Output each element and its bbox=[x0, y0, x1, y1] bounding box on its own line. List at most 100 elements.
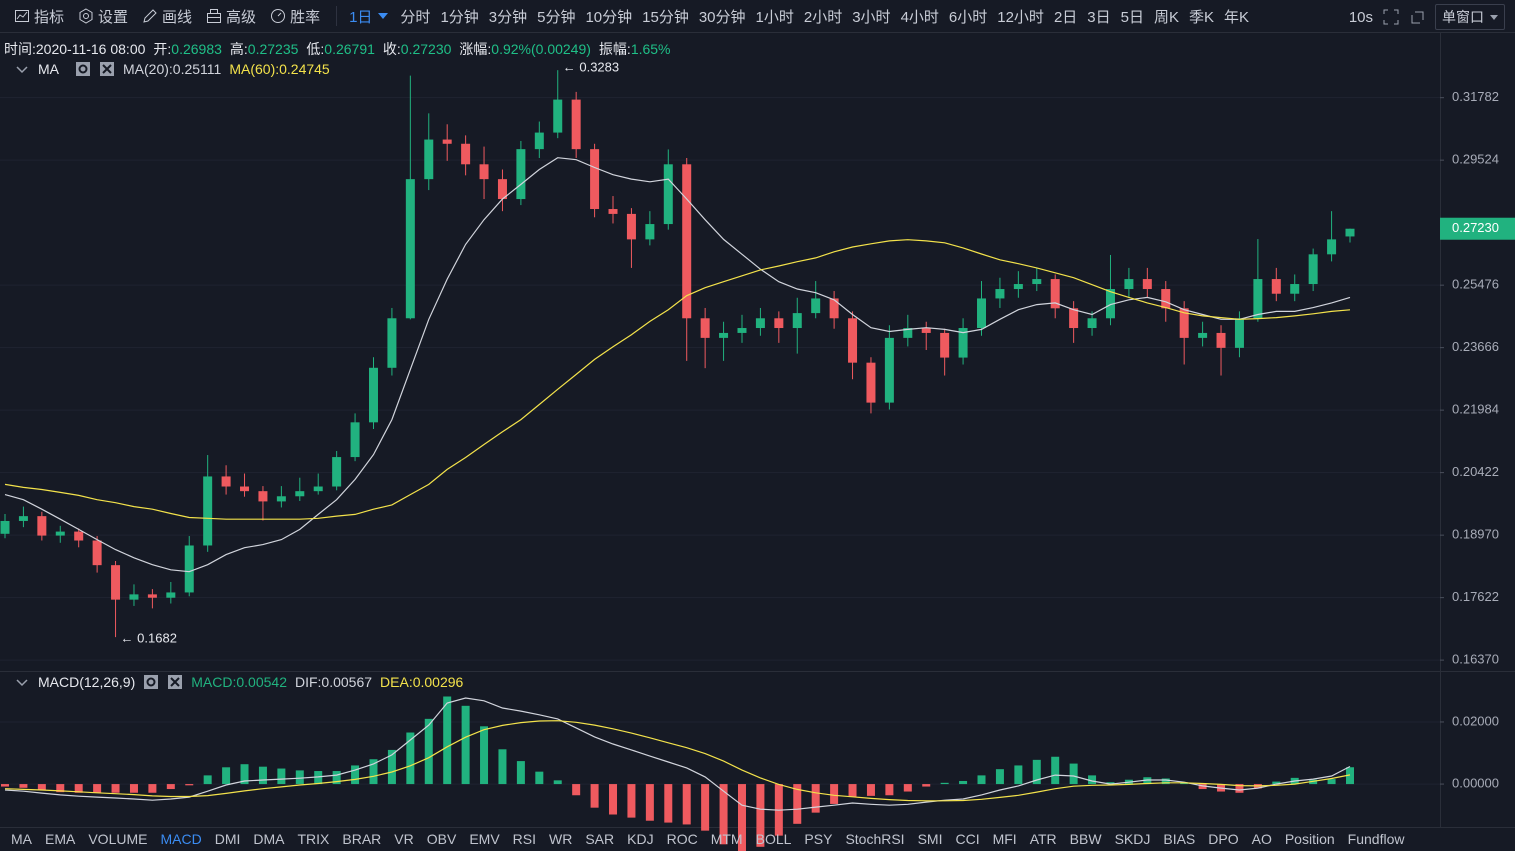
histogram-bar bbox=[977, 775, 986, 785]
indicator-tab[interactable]: TRIX bbox=[297, 831, 330, 847]
popout-icon[interactable] bbox=[1409, 9, 1425, 25]
indicator-tab[interactable]: DPO bbox=[1208, 831, 1239, 847]
indicator-tab[interactable]: PSY bbox=[804, 831, 833, 847]
interval-option[interactable]: 2小时 bbox=[803, 8, 843, 26]
interval-option[interactable]: 3日 bbox=[1087, 8, 1111, 26]
indicator-tab[interactable]: CCI bbox=[955, 831, 980, 847]
interval-option[interactable]: 1小时 bbox=[755, 8, 794, 26]
tool-draw[interactable]: 画线 bbox=[142, 6, 192, 27]
interval-option[interactable]: 2日 bbox=[1053, 8, 1078, 26]
indicator-tab[interactable]: VR bbox=[394, 831, 414, 847]
candle-body bbox=[1271, 279, 1281, 294]
histogram-bar bbox=[719, 784, 728, 845]
fullscreen-icon[interactable] bbox=[1383, 9, 1399, 25]
interval-option[interactable]: 3分钟 bbox=[488, 8, 528, 26]
candle-body bbox=[461, 143, 471, 165]
tool-advanced[interactable]: 高级 bbox=[206, 6, 256, 27]
indicator-tab[interactable]: OBV bbox=[426, 831, 457, 847]
indicator-tab[interactable]: RSI bbox=[512, 831, 537, 847]
candle-body bbox=[1198, 332, 1208, 338]
histogram-bar bbox=[185, 784, 194, 786]
indicator-tab[interactable]: ROC bbox=[666, 831, 698, 847]
candle-body bbox=[774, 318, 784, 329]
interval-option[interactable]: 4小时 bbox=[900, 8, 939, 26]
indicator-tab[interactable]: Fundflow bbox=[1347, 831, 1405, 847]
candle-body bbox=[184, 545, 194, 593]
candle-body bbox=[829, 298, 839, 319]
interval-option[interactable]: 10分钟 bbox=[585, 8, 633, 26]
candle-body bbox=[903, 328, 913, 338]
collapse-icon[interactable] bbox=[14, 674, 30, 690]
tool-indicator[interactable]: 指标 bbox=[14, 6, 64, 27]
settings-icon[interactable] bbox=[143, 674, 159, 690]
indicator-tab[interactable]: AO bbox=[1251, 831, 1272, 847]
toolbar: 指标 设置 画线 高级 胜率 1日 分时 1分钟 3分钟 5分钟 10分钟 15分钟 30分… bbox=[0, 0, 1515, 32]
interval-label: 1日 bbox=[349, 8, 373, 26]
histogram-bar bbox=[369, 759, 378, 785]
candle-body bbox=[516, 149, 526, 200]
candle-body bbox=[424, 139, 434, 180]
interval-option[interactable]: 6小时 bbox=[948, 8, 988, 26]
candle-body bbox=[1179, 308, 1189, 338]
ma-legend: MA MA(20):0.25111 MA(60):0.24745 bbox=[14, 61, 330, 77]
indicator-tab[interactable]: MACD bbox=[160, 831, 202, 847]
interval-option[interactable]: 周K bbox=[1153, 8, 1179, 26]
histogram-bar bbox=[19, 784, 28, 788]
info-item: 高:0.27235 bbox=[230, 39, 299, 59]
icon bbox=[15, 10, 29, 22]
indicator-tab[interactable]: VOLUME bbox=[88, 831, 148, 847]
interval-option[interactable]: 15分钟 bbox=[642, 8, 689, 26]
indicator-tab[interactable]: SMI bbox=[917, 831, 943, 847]
candle-body bbox=[497, 179, 507, 200]
indicator-tab[interactable]: BRAR bbox=[342, 831, 382, 847]
info-label: 开: bbox=[153, 41, 172, 57]
indicator-tab[interactable]: EMV bbox=[469, 831, 500, 847]
indicator-tab[interactable]: BBW bbox=[1069, 831, 1102, 847]
candle-body bbox=[737, 328, 747, 333]
interval-option[interactable]: 3小时 bbox=[852, 8, 891, 26]
indicator-tab[interactable]: SAR bbox=[585, 831, 615, 847]
histogram-bar bbox=[1032, 759, 1041, 785]
indicator-tab[interactable]: MA bbox=[11, 831, 32, 847]
indicator-tab[interactable]: EMA bbox=[45, 831, 76, 847]
interval-option[interactable]: 12小时 bbox=[997, 8, 1044, 26]
collapse-icon[interactable] bbox=[14, 61, 30, 77]
settings-icon[interactable] bbox=[75, 61, 91, 77]
candle-body bbox=[663, 164, 673, 225]
info-label: 涨幅: bbox=[459, 41, 492, 57]
indicator-tab[interactable]: MFI bbox=[992, 831, 1017, 847]
close-icon[interactable] bbox=[167, 674, 183, 690]
indicator-tab[interactable]: Position bbox=[1284, 831, 1335, 847]
interval-option[interactable]: 5分钟 bbox=[537, 8, 576, 26]
indicator-tab[interactable]: ATR bbox=[1029, 831, 1057, 847]
indicator-tab[interactable]: BIAS bbox=[1163, 831, 1196, 847]
interval-option[interactable]: 分时 bbox=[400, 8, 431, 26]
tool-settings[interactable]: 设置 bbox=[78, 6, 128, 27]
y-tick-label: 0.17622 bbox=[1452, 589, 1499, 604]
interval-option[interactable]: 5日 bbox=[1120, 8, 1144, 26]
info-label: 收: bbox=[382, 41, 401, 57]
window-select[interactable]: 单窗口 bbox=[1435, 4, 1505, 30]
histogram-bar bbox=[535, 771, 544, 785]
interval-option[interactable]: 1分钟 bbox=[440, 8, 479, 26]
interval-option[interactable]: 季K bbox=[1188, 8, 1214, 26]
interval-option[interactable]: 30分钟 bbox=[698, 8, 746, 26]
indicator-tab[interactable]: MTM bbox=[710, 831, 743, 847]
indicator-tab[interactable]: StochRSI bbox=[845, 831, 905, 847]
candle-body bbox=[1161, 289, 1171, 309]
active-interval[interactable]: 1日 bbox=[349, 6, 389, 27]
indicator-tab[interactable]: SKDJ bbox=[1114, 831, 1151, 847]
y-tick-label: 0.31782 bbox=[1452, 89, 1499, 104]
close-icon[interactable] bbox=[99, 61, 115, 77]
candle-body bbox=[1142, 279, 1152, 290]
indicator-tab[interactable]: WR bbox=[549, 831, 573, 847]
indicator-tab[interactable]: DMI bbox=[214, 831, 241, 847]
indicator-tab[interactable]: DMA bbox=[253, 831, 285, 847]
indicator-tab[interactable]: KDJ bbox=[627, 831, 654, 847]
candle-body bbox=[1216, 332, 1226, 348]
indicator-tab[interactable]: BOLL bbox=[755, 831, 792, 847]
tool-winrate[interactable]: 胜率 bbox=[270, 6, 320, 27]
refresh-rate[interactable]: 10s bbox=[1348, 8, 1373, 26]
interval-option[interactable]: 年K bbox=[1224, 8, 1250, 26]
